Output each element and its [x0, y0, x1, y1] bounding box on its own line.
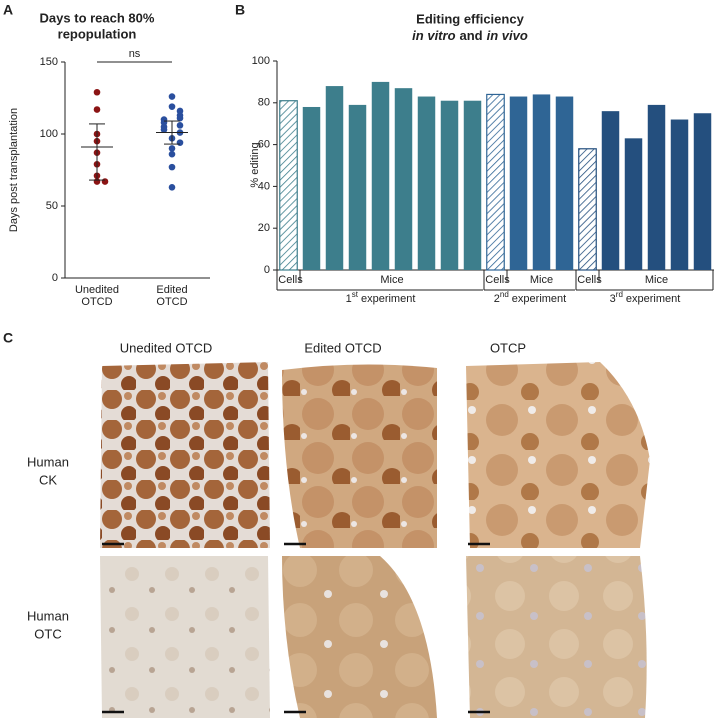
x-tick-label: OTCD — [81, 296, 112, 308]
sub-label: Cells — [485, 274, 510, 286]
data-point — [168, 183, 176, 191]
sub-label: Mice — [380, 274, 403, 286]
micrograph — [466, 362, 650, 548]
chart-title: repopulation — [58, 26, 137, 41]
y-axis-label: % editing — [249, 142, 261, 187]
bar — [348, 104, 367, 270]
ordinal-suffix: rd — [616, 290, 623, 299]
ordinal: 3 — [610, 293, 616, 305]
y-tick-label: 60 — [258, 139, 270, 151]
bar — [647, 104, 666, 270]
chart-subtitle: in vitro and in vivo — [412, 28, 528, 43]
micrograph — [100, 556, 270, 718]
panel-label: A — [3, 2, 13, 18]
y-tick-label: 0 — [52, 272, 58, 284]
sub-label: Cells — [577, 274, 602, 286]
row-label: Human — [27, 454, 69, 469]
annotation: ns — [129, 48, 141, 60]
scale-bars — [102, 542, 490, 714]
micrographs — [100, 362, 650, 718]
label-word: experiment — [626, 293, 680, 305]
data-point — [168, 145, 176, 152]
group-label: 2nd experiment — [494, 290, 566, 305]
bar — [302, 106, 321, 270]
x-tick-label: OTCD — [156, 296, 187, 308]
micrograph — [466, 556, 647, 718]
ordinal-suffix: st — [352, 290, 359, 299]
subtitle-part: in vitro — [412, 28, 455, 43]
data-point — [168, 93, 176, 100]
micrograph — [100, 362, 270, 548]
ordinal: 2 — [494, 293, 500, 305]
y-tick-label: 150 — [40, 56, 58, 68]
bar — [555, 96, 574, 270]
column-header: OTCP — [490, 340, 526, 355]
bar — [325, 86, 344, 270]
sub-label: Mice — [530, 274, 553, 286]
data-point — [93, 88, 101, 96]
micrograph — [282, 556, 437, 718]
data-point — [176, 122, 184, 129]
bar — [440, 100, 459, 271]
y-tick-label: 100 — [252, 55, 270, 67]
data-point — [168, 103, 176, 110]
group-label: 1st experiment — [346, 290, 416, 305]
panel-label: B — [235, 2, 245, 18]
y-tick-label: 80 — [258, 97, 270, 109]
row-label: Human — [27, 608, 69, 623]
micrograph — [282, 364, 437, 548]
subtitle-part: and — [460, 28, 483, 43]
bar — [279, 100, 298, 271]
y-tick-label: 0 — [264, 264, 270, 276]
bar — [693, 113, 712, 270]
row-label: OTC — [34, 626, 61, 641]
label-word: experiment — [361, 293, 415, 305]
y-tick-label: 100 — [40, 128, 58, 140]
data-point — [168, 163, 176, 171]
data-point — [168, 150, 176, 158]
data-point — [176, 114, 184, 122]
bar — [417, 96, 436, 270]
bar — [578, 148, 597, 271]
chart-title: Days to reach 80% — [40, 10, 155, 25]
bar — [670, 119, 689, 271]
column-header: Edited OTCD — [304, 340, 381, 355]
bar — [371, 81, 390, 271]
row-label: CK — [39, 472, 57, 487]
y-tick-label: 20 — [258, 222, 270, 234]
bar — [624, 138, 643, 270]
bar — [532, 94, 551, 270]
column-header: Unedited OTCD — [120, 340, 212, 355]
bar — [486, 93, 505, 271]
subtitle-part: in vivo — [487, 28, 528, 43]
x-tick-label: Unedited — [75, 284, 119, 296]
x-tick-label: Edited — [156, 284, 187, 296]
y-tick-label: 50 — [46, 200, 58, 212]
data-point — [176, 139, 184, 146]
bar — [509, 96, 528, 270]
sub-label: Cells — [278, 274, 303, 286]
bar — [463, 100, 482, 271]
chart-title: Editing efficiency — [416, 11, 524, 26]
data-point — [101, 178, 109, 185]
y-axis-label: Days post transplantation — [8, 108, 20, 232]
panel-label: C — [3, 330, 13, 346]
data-point — [93, 106, 101, 113]
label-word: experiment — [512, 293, 566, 305]
ordinal-suffix: nd — [500, 290, 509, 299]
bar — [601, 111, 620, 270]
data-point — [160, 126, 168, 133]
sub-label: Mice — [645, 274, 668, 286]
ordinal: 1 — [346, 293, 352, 305]
group-label: 3rd experiment — [610, 290, 681, 305]
bar — [394, 88, 413, 270]
y-tick-label: 40 — [258, 180, 270, 192]
